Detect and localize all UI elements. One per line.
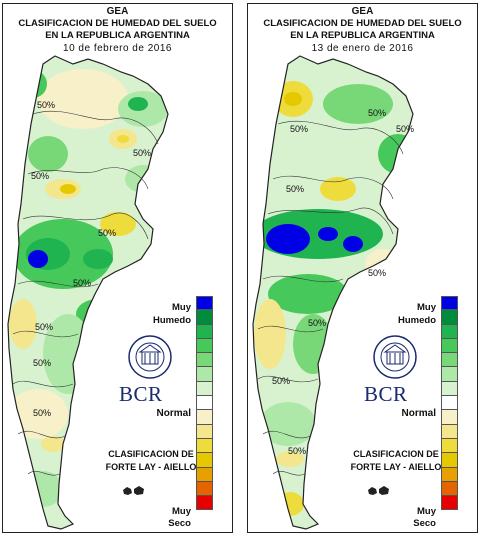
contour-label: 50% [288,446,306,456]
contour-label: 50% [308,318,326,328]
contour-label-group: 50% 50% 50% 50% 50% 50% 50% 50% [31,100,151,418]
method-line-1: CLASIFICACION DE [353,449,439,459]
malvinas-islands [123,486,144,495]
legend-color-scale [441,296,458,511]
legend-swatch [196,410,213,425]
contour-label: 50% [368,268,386,278]
legend-swatch [441,453,458,468]
legend-swatch [441,324,458,339]
legend-swatch [441,296,458,311]
legend-swatch [441,367,458,382]
contour-label: 50% [368,108,386,118]
legend-swatch [441,396,458,411]
legend-swatch [196,424,213,439]
legend-swatch [196,381,213,397]
header-title: CLASIFICACION DE HUMEDAD DEL SUELO [263,18,462,29]
legend-swatch [196,353,213,368]
legend-swatch [441,481,458,497]
header-title: CLASIFICACION DE HUMEDAD DEL SUELO [18,18,217,29]
legend-swatch [196,296,213,311]
contour-label: 50% [33,408,51,418]
legend-swatch [441,467,458,482]
malvinas-islands [368,486,389,495]
legend-label-normal: Normal [401,408,436,419]
legend-swatch [441,424,458,439]
contour-label: 50% [33,358,51,368]
contour-label: 50% [272,376,290,386]
contour-label: 50% [396,124,414,134]
argentina-outline [252,55,414,530]
bcr-logo-text: BCR [119,382,163,406]
argentina-outline [7,55,169,530]
header-date: 13 de enero de 2016 [311,43,414,54]
method-line-2: FORTE LAY - AIELLO [350,462,442,472]
legend-color-scale [196,296,213,511]
soil-moisture-map-jan: 50% 50% 50% 50% 50% 50% 50% 50% [252,55,414,530]
map-panel-jan: 50% 50% 50% 50% 50% 50% 50% 50% GEA CLAS… [247,3,478,533]
legend-swatch [441,310,458,325]
legend-swatch [441,438,458,454]
legend-swatch [196,438,213,454]
header-date: 10 de febrero de 2016 [63,43,172,54]
legend-swatch [196,396,213,411]
method-line-2: FORTE LAY - AIELLO [105,462,197,472]
legend-label-muy-seco: Muy Seco [168,506,191,529]
contour-label: 50% [98,228,116,238]
legend-swatch [441,353,458,368]
legend-swatch [196,324,213,339]
legend-label-muy-humedo: Muy Humedo [398,302,436,326]
contour-label: 50% [286,184,304,194]
header-org: GEA [351,6,374,17]
legend-label-normal: Normal [156,408,191,419]
legend-swatch [441,338,458,354]
header-subtitle: EN LA REPUBLICA ARGENTINA [45,30,190,41]
header-subtitle: EN LA REPUBLICA ARGENTINA [290,30,435,41]
method-caption: CLASIFICACION DE FORTE LAY - AIELLO [95,448,207,474]
legend-label-muy-humedo: Muy Humedo [153,302,191,326]
legend-swatch [196,467,213,482]
legend-label-muy-seco: Muy Seco [413,506,436,529]
legend-swatch [441,381,458,397]
contour-label: 50% [290,124,308,134]
legend-swatch [196,367,213,382]
contour-label: 50% [73,278,91,288]
legend-swatch [196,310,213,325]
soil-moisture-map-feb: 50% 50% 50% 50% 50% 50% 50% 50% [7,55,169,530]
contour-lines [12,110,159,476]
legend-swatch [441,410,458,425]
map-panel-feb: 50% 50% 50% 50% 50% 50% 50% 50% GEA CLAS… [2,3,233,533]
legend-swatch [196,338,213,354]
contour-label: 50% [133,148,151,158]
method-line-1: CLASIFICACION DE [108,449,194,459]
contour-label: 50% [35,322,53,332]
bcr-logo-text: BCR [364,382,408,406]
method-caption: CLASIFICACION DE FORTE LAY - AIELLO [340,448,452,474]
legend-swatch [441,496,458,511]
legend-swatch [196,453,213,468]
bcr-seal-logo [128,335,172,379]
contour-label: 50% [31,171,49,181]
header-org: GEA [106,6,129,17]
bcr-seal-logo [373,335,417,379]
legend-swatch [196,481,213,497]
legend-swatch [196,496,213,511]
contour-label-group: 50% 50% 50% 50% 50% 50% 50% 50% [272,108,414,456]
contour-label: 50% [37,100,55,110]
contour-lines [257,120,404,476]
